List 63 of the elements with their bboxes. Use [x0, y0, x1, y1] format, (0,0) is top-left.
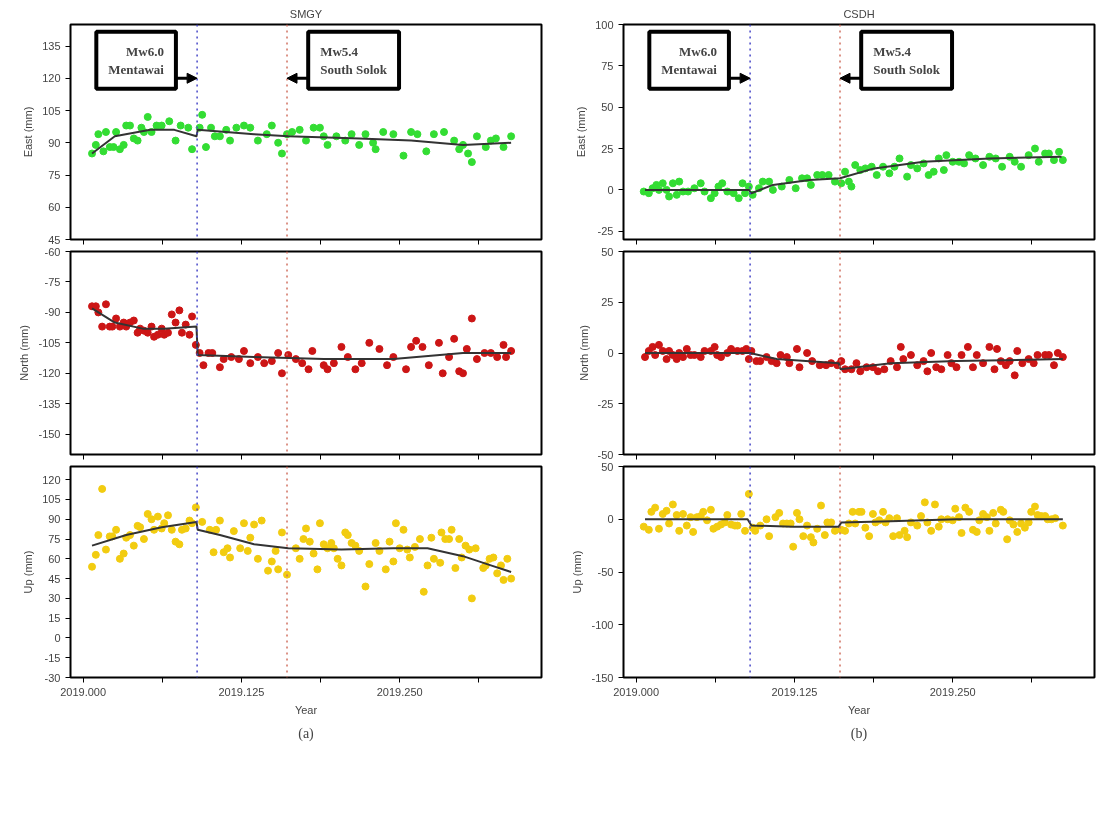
- x-tick-label: 2019.250: [929, 685, 976, 698]
- y-tick-label: -150: [591, 671, 614, 684]
- y-tick-label: 45: [48, 572, 61, 585]
- y-tick-label: -100: [591, 618, 614, 631]
- y-tick-label: 75: [48, 533, 61, 546]
- y-tick-label: -150: [38, 428, 61, 441]
- y-axis-title: East (mm): [22, 106, 35, 158]
- y-tick-label: 90: [48, 513, 61, 526]
- y-tick-label: 0: [54, 631, 61, 644]
- y-tick-label: 105: [42, 104, 61, 117]
- y-axis-title: East (mm): [575, 106, 588, 158]
- y-tick-label: 15: [48, 612, 61, 625]
- y-tick-label: -25: [597, 225, 614, 238]
- x-tick-label: 2019.125: [771, 685, 818, 698]
- y-tick-label: 0: [607, 183, 614, 196]
- x-axis-title: Year: [294, 703, 318, 716]
- ref-line-label: Mw5.4 South Solok: [873, 43, 941, 77]
- ref-line-label: Mw6.0 Mentawai: [108, 43, 165, 77]
- y-tick-label: 120: [42, 72, 61, 85]
- x-axis-title: Year: [847, 703, 871, 716]
- y-tick-label: 75: [48, 169, 61, 181]
- y-tick-label: 60: [48, 201, 61, 214]
- ref-line-label: Mw6.0 Mentawai: [661, 43, 718, 77]
- y-tick-label: 0: [607, 347, 614, 359]
- y-axis-title: North (mm): [18, 325, 31, 381]
- chart-title: SMGY: [289, 7, 323, 20]
- y-tick-label: -120: [38, 367, 61, 380]
- y-axis-title: North (mm): [577, 325, 590, 381]
- y-tick-label: -15: [44, 651, 61, 664]
- y-axis-title: Up (mm): [571, 550, 584, 594]
- y-tick-label: 30: [48, 592, 61, 605]
- y-axis-title: Up (mm): [22, 550, 35, 594]
- y-tick-label: 25: [601, 296, 614, 309]
- y-tick-label: 120: [42, 473, 61, 486]
- text: (b): [850, 725, 868, 742]
- y-tick-label: -75: [44, 275, 61, 288]
- y-tick-label: 50: [601, 460, 614, 473]
- y-tick-label: -50: [597, 566, 614, 578]
- text: (a): [298, 725, 315, 742]
- y-tick-label: 25: [601, 142, 614, 155]
- ref-line-label: Mw5.4 South Solok: [320, 43, 388, 77]
- y-tick-label: 90: [48, 136, 61, 149]
- y-tick-label: -50: [597, 448, 614, 461]
- y-tick-label: 105: [42, 493, 61, 506]
- y-tick-label: -30: [44, 671, 61, 684]
- y-tick-label: 50: [601, 101, 614, 114]
- y-tick-label: 50: [601, 245, 614, 258]
- x-tick-label: 2019.250: [376, 685, 423, 698]
- y-tick-label: 45: [48, 233, 61, 246]
- chart-title: CSDH: [843, 7, 875, 20]
- y-tick-label: -105: [38, 336, 61, 349]
- x-tick-label: 2019.125: [218, 685, 265, 698]
- x-tick-label: 2019.000: [60, 685, 107, 698]
- y-tick-label: 60: [48, 552, 61, 565]
- y-tick-label: -90: [44, 306, 61, 319]
- y-tick-label: 135: [42, 40, 61, 52]
- y-tick-label: -135: [38, 397, 61, 410]
- y-tick-label: 0: [607, 513, 614, 526]
- y-tick-label: 75: [601, 59, 614, 72]
- y-tick-label: -25: [597, 397, 614, 410]
- y-tick-label: 100: [595, 18, 614, 31]
- y-tick-label: -60: [44, 245, 61, 258]
- x-tick-label: 2019.000: [613, 685, 660, 698]
